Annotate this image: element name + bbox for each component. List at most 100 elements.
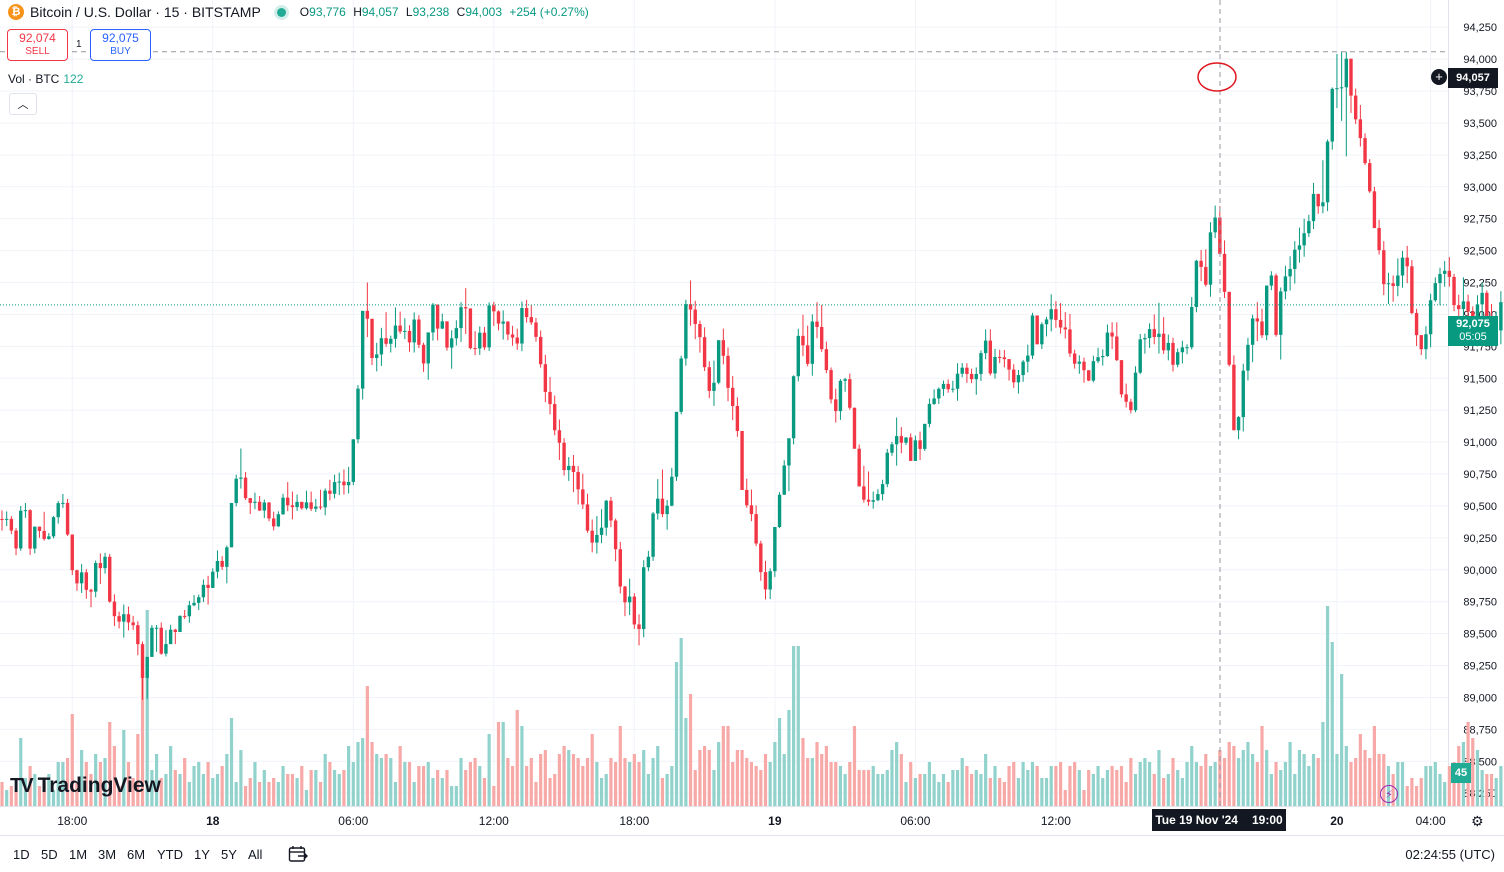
candle-body <box>1462 301 1465 309</box>
time-tick-label: 12:00 <box>479 814 509 828</box>
volume-bar <box>1129 758 1132 806</box>
volume-bar <box>216 774 219 806</box>
volume-bar <box>1485 774 1488 806</box>
candle-body <box>843 379 846 381</box>
candle-body <box>857 449 860 487</box>
price-tick-label: 89,250 <box>1463 661 1497 673</box>
candle-body <box>1139 339 1142 372</box>
candle-body <box>497 311 500 323</box>
candle-body <box>1359 119 1362 138</box>
volume-bar <box>174 770 177 806</box>
price-tick-label: 92,250 <box>1463 278 1497 290</box>
candle-body <box>1003 357 1006 359</box>
buy-button[interactable]: 92,075 BUY <box>90 29 151 61</box>
candle-body <box>1340 87 1343 88</box>
candle-body <box>890 444 893 452</box>
candle-body <box>1087 370 1090 380</box>
price-tick-label: 90,750 <box>1463 469 1497 481</box>
volume-bar <box>1101 778 1104 806</box>
volume-bar <box>628 762 631 806</box>
volume-bar <box>1040 778 1043 806</box>
candle-body <box>1246 345 1249 371</box>
candle-body <box>876 494 879 500</box>
candle-body <box>581 489 584 504</box>
volume-bar <box>698 750 701 806</box>
volume-bar <box>675 662 678 806</box>
symbol-legend: ₿ Bitcoin / U.S. Dollar · 15 · BITSTAMP … <box>8 4 589 20</box>
candle-body <box>1284 276 1287 291</box>
volume-bar <box>890 750 893 806</box>
timeframe-5d[interactable]: 5D <box>41 847 58 862</box>
tradingview-logo[interactable]: TV TradingView <box>10 774 161 798</box>
volume-bar <box>1284 762 1287 806</box>
timeframe-1d[interactable]: 1D <box>13 847 30 862</box>
gear-icon[interactable]: ⚙ <box>1471 813 1484 830</box>
candle-body <box>712 383 715 391</box>
timeframe-6m[interactable]: 6M <box>127 847 145 862</box>
annotation-circle <box>1198 63 1236 91</box>
candle-body <box>647 557 650 567</box>
symbol-title[interactable]: Bitcoin / U.S. Dollar · 15 · BITSTAMP <box>30 4 261 20</box>
collapse-legend-button[interactable]: ︿ <box>9 93 37 115</box>
volume-bar <box>277 782 280 806</box>
volume-bar <box>956 770 959 806</box>
candle-body <box>1457 305 1460 309</box>
price-tick-label: 93,000 <box>1463 182 1497 194</box>
candle-body <box>24 510 27 511</box>
timeframe-all[interactable]: All <box>248 847 262 862</box>
candle-body <box>122 614 125 621</box>
candle-body <box>244 478 247 499</box>
volume-bar <box>1359 734 1362 806</box>
volume-bar <box>258 782 261 806</box>
candle-body <box>773 527 776 571</box>
candle-body <box>1115 337 1118 361</box>
add-alert-icon[interactable]: + <box>1431 69 1447 85</box>
volume-bar <box>188 782 191 806</box>
volume-bar <box>984 754 987 806</box>
volume-bar <box>328 762 331 806</box>
candle-body <box>590 531 593 543</box>
candle-body <box>85 572 88 589</box>
volume-bar <box>310 770 313 806</box>
calendar-range-icon[interactable] <box>288 845 308 863</box>
volume-bar <box>820 754 823 806</box>
candle-body <box>637 624 640 629</box>
sell-button[interactable]: 92,074 SELL <box>7 29 68 61</box>
volume-bar <box>1157 750 1160 806</box>
candle-body <box>993 357 996 373</box>
lightning-icon[interactable]: ⚡ <box>1380 785 1398 803</box>
market-status-icon[interactable] <box>277 8 286 17</box>
volume-bar <box>970 774 973 806</box>
volume-bar <box>1003 782 1006 806</box>
volume-bar <box>722 726 725 806</box>
volume-bar <box>591 734 594 806</box>
volume-bar <box>815 742 818 806</box>
timeframe-5y[interactable]: 5Y <box>221 847 237 862</box>
timeframe-1m[interactable]: 1M <box>69 847 87 862</box>
price-chart[interactable]: 94,25094,00093,75093,50093,25093,00092,7… <box>0 0 1504 835</box>
candle-body <box>675 412 678 477</box>
volume-bar <box>708 750 711 806</box>
candle-body <box>520 308 523 343</box>
volume-bar <box>1303 754 1306 806</box>
volume-bar <box>605 774 608 806</box>
candle-body <box>61 503 64 504</box>
volume-bar <box>169 746 172 806</box>
timeframe-1y[interactable]: 1Y <box>194 847 210 862</box>
volume-bar <box>516 710 519 806</box>
volume-bar <box>1499 766 1502 806</box>
volume-bar <box>506 758 509 806</box>
volume-bar <box>1312 754 1315 806</box>
utc-clock[interactable]: 02:24:55 (UTC) <box>1405 847 1495 862</box>
candle-body <box>295 502 298 507</box>
timeframe-ytd[interactable]: YTD <box>157 847 183 862</box>
candle-body <box>900 436 903 443</box>
candle-body <box>1167 343 1170 350</box>
candle-body <box>1068 329 1071 353</box>
candle-body <box>338 482 341 483</box>
candle-body <box>506 322 509 335</box>
candle-body <box>731 388 734 406</box>
timeframe-3m[interactable]: 3M <box>98 847 116 862</box>
candle-body <box>572 466 575 472</box>
